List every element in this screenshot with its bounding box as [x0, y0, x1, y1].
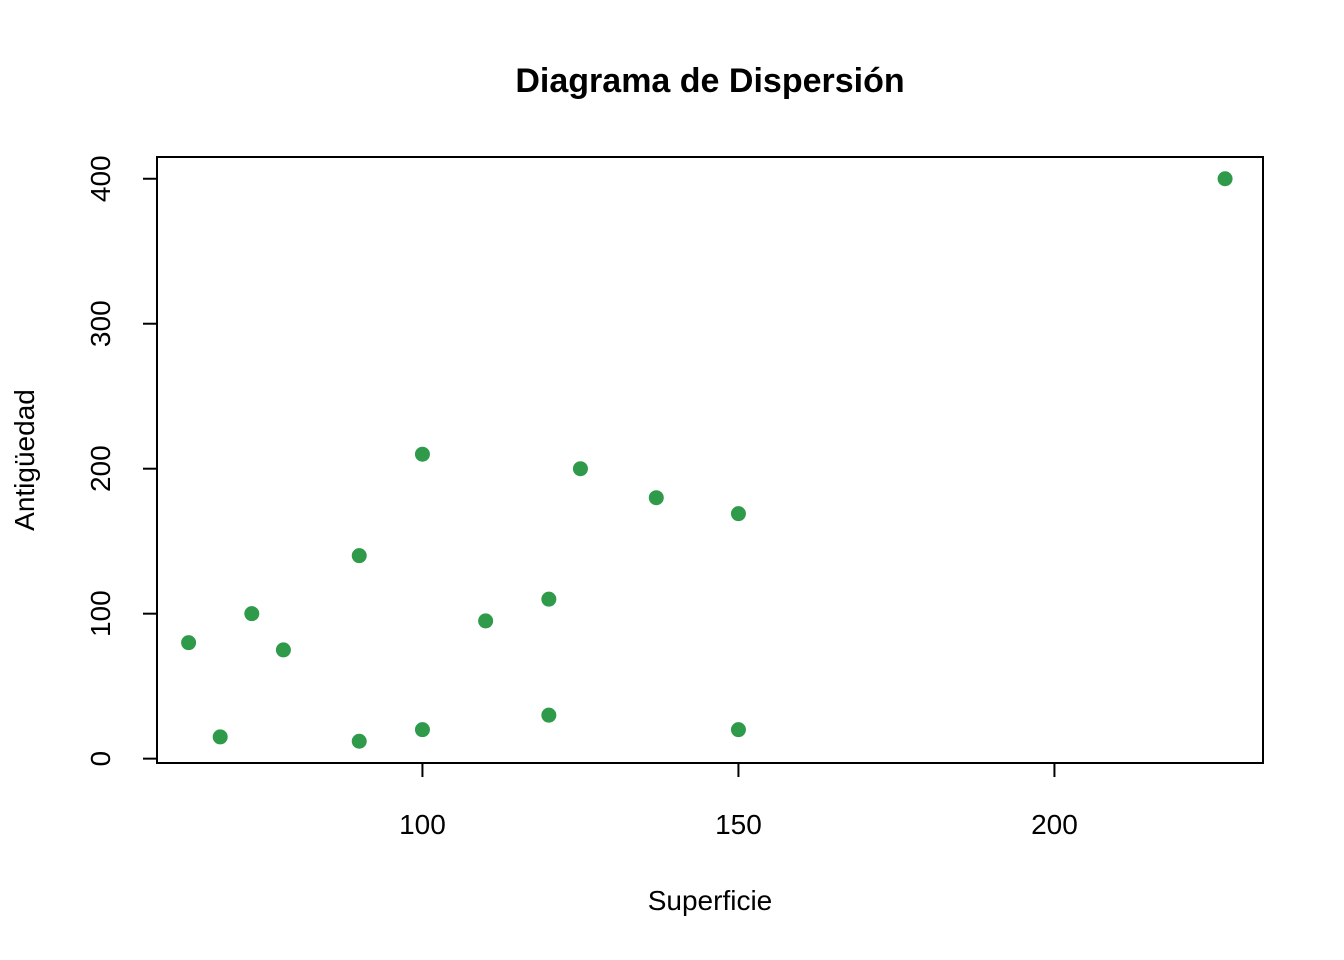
plot-frame	[156, 156, 1264, 764]
data-point	[244, 606, 260, 622]
data-point	[541, 707, 557, 723]
data-point	[478, 613, 494, 629]
data-point	[275, 642, 291, 658]
x-tick-label: 100	[399, 809, 446, 840]
y-tick-label: 300	[85, 300, 116, 347]
data-point	[414, 722, 430, 738]
data-point	[648, 490, 664, 506]
data-point	[1217, 171, 1233, 187]
y-tick-label: 200	[85, 445, 116, 492]
data-point	[730, 722, 746, 738]
x-tick-label: 200	[1031, 809, 1078, 840]
x-tick-label: 150	[715, 809, 762, 840]
data-point	[351, 733, 367, 749]
x-axis-ticks: 100 150 200	[399, 763, 1078, 840]
data-point	[572, 461, 588, 477]
x-axis-title: Superficie	[648, 885, 773, 916]
data-point	[730, 506, 746, 522]
y-tick-label: 100	[85, 590, 116, 637]
y-axis-title: Antigüedad	[9, 389, 40, 531]
y-axis-ticks: 0 100 200 300 400	[85, 155, 157, 766]
data-point	[541, 591, 557, 607]
data-points	[181, 171, 1233, 749]
data-point	[414, 446, 430, 462]
data-point	[181, 635, 197, 651]
y-tick-label: 0	[85, 751, 116, 767]
data-point	[351, 548, 367, 564]
data-point	[212, 729, 228, 745]
chart-title: Diagrama de Dispersión	[515, 62, 904, 100]
y-tick-label: 400	[85, 155, 116, 202]
